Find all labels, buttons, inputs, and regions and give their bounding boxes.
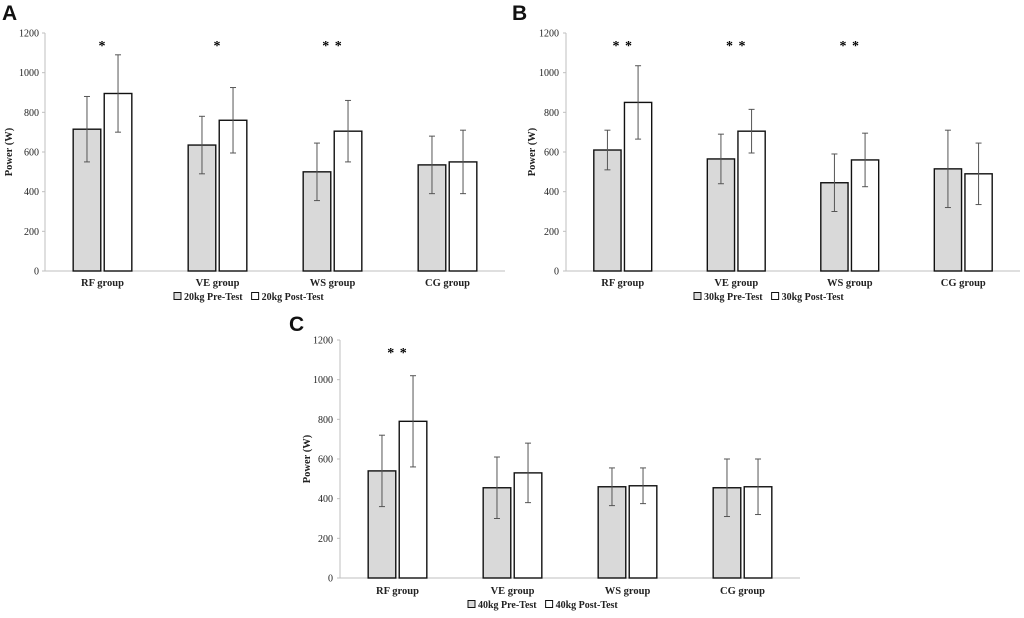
category-label: VE group xyxy=(196,278,240,289)
y-axis-label: Power (W) xyxy=(4,127,15,176)
y-tick-label: 1000 xyxy=(19,68,39,79)
category-label: CG group xyxy=(425,278,470,289)
category-label: CG group xyxy=(941,278,986,289)
category-label: RF group xyxy=(376,586,419,597)
y-tick-label: 800 xyxy=(318,415,333,426)
y-tick-label: 800 xyxy=(24,108,39,119)
category-label: WS group xyxy=(827,278,873,289)
category-label: RF group xyxy=(601,278,644,289)
y-tick-label: 0 xyxy=(34,267,39,278)
legend-label-post: 30kg Post-Test xyxy=(782,292,845,303)
y-tick-label: 1000 xyxy=(313,375,333,386)
y-tick-label: 1200 xyxy=(19,29,39,40)
y-tick-label: 400 xyxy=(24,187,39,198)
y-axis-label: Power (W) xyxy=(527,127,538,176)
significance-marker: * xyxy=(214,39,222,54)
y-axis-label: Power (W) xyxy=(302,434,313,483)
y-tick-label: 0 xyxy=(554,267,559,278)
panel-letter-a: A xyxy=(2,2,17,25)
y-tick-label: 1000 xyxy=(539,68,559,79)
legend-label-pre: 20kg Pre-Test xyxy=(184,292,243,303)
y-tick-label: 0 xyxy=(328,574,333,585)
y-tick-label: 1200 xyxy=(313,336,333,347)
bar-pre-test xyxy=(706,158,736,272)
y-tick-label: 200 xyxy=(544,227,559,238)
category-label: WS group xyxy=(310,278,356,289)
bar-post-test xyxy=(737,130,766,272)
legend-label-pre: 30kg Pre-Test xyxy=(704,292,763,303)
legend-label-post: 20kg Post-Test xyxy=(262,292,325,303)
y-tick-label: 600 xyxy=(24,148,39,159)
y-tick-label: 200 xyxy=(24,227,39,238)
chart-panel-c: 0 200 400 600 800 1000 1200 Power (W) * * RF grou… xyxy=(302,336,800,611)
y-tick-label: 600 xyxy=(318,455,333,466)
category-label: RF group xyxy=(81,278,124,289)
legend-label-post: 40kg Post-Test xyxy=(556,600,619,611)
legend-swatch-pre xyxy=(173,292,182,300)
panel-letter-c: C xyxy=(289,313,304,336)
chart-panel-a: 0 200 400 600 800 1000 1200 Power (W) * RF group *… xyxy=(4,29,505,303)
legend-label-pre: 40kg Pre-Test xyxy=(478,600,537,611)
category-label: WS group xyxy=(605,586,651,597)
significance-marker: * * xyxy=(840,39,861,54)
panel-letter-b: B xyxy=(512,2,527,25)
chart-panel-b: 0 200 400 600 800 1000 1200 Power (W) * * RF grou… xyxy=(527,29,1020,303)
legend-swatch-pre xyxy=(467,600,476,608)
category-label: VE group xyxy=(491,586,535,597)
legend-swatch-post xyxy=(771,292,780,300)
y-tick-label: 600 xyxy=(544,148,559,159)
significance-marker: * * xyxy=(322,39,343,54)
legend-swatch-pre xyxy=(693,292,702,300)
significance-marker: * * xyxy=(613,39,634,54)
y-tick-label: 800 xyxy=(544,108,559,119)
significance-marker: * * xyxy=(726,39,747,54)
y-tick-label: 400 xyxy=(544,187,559,198)
significance-marker: * xyxy=(99,39,107,54)
legend-swatch-post xyxy=(251,292,260,300)
legend-swatch-post xyxy=(545,600,554,608)
bar-pre-test xyxy=(367,470,397,579)
y-tick-label: 1200 xyxy=(539,29,559,40)
category-label: VE group xyxy=(714,278,758,289)
y-tick-label: 200 xyxy=(318,534,333,545)
significance-marker: * * xyxy=(387,346,408,361)
y-tick-label: 400 xyxy=(318,494,333,505)
category-label: CG group xyxy=(720,586,765,597)
